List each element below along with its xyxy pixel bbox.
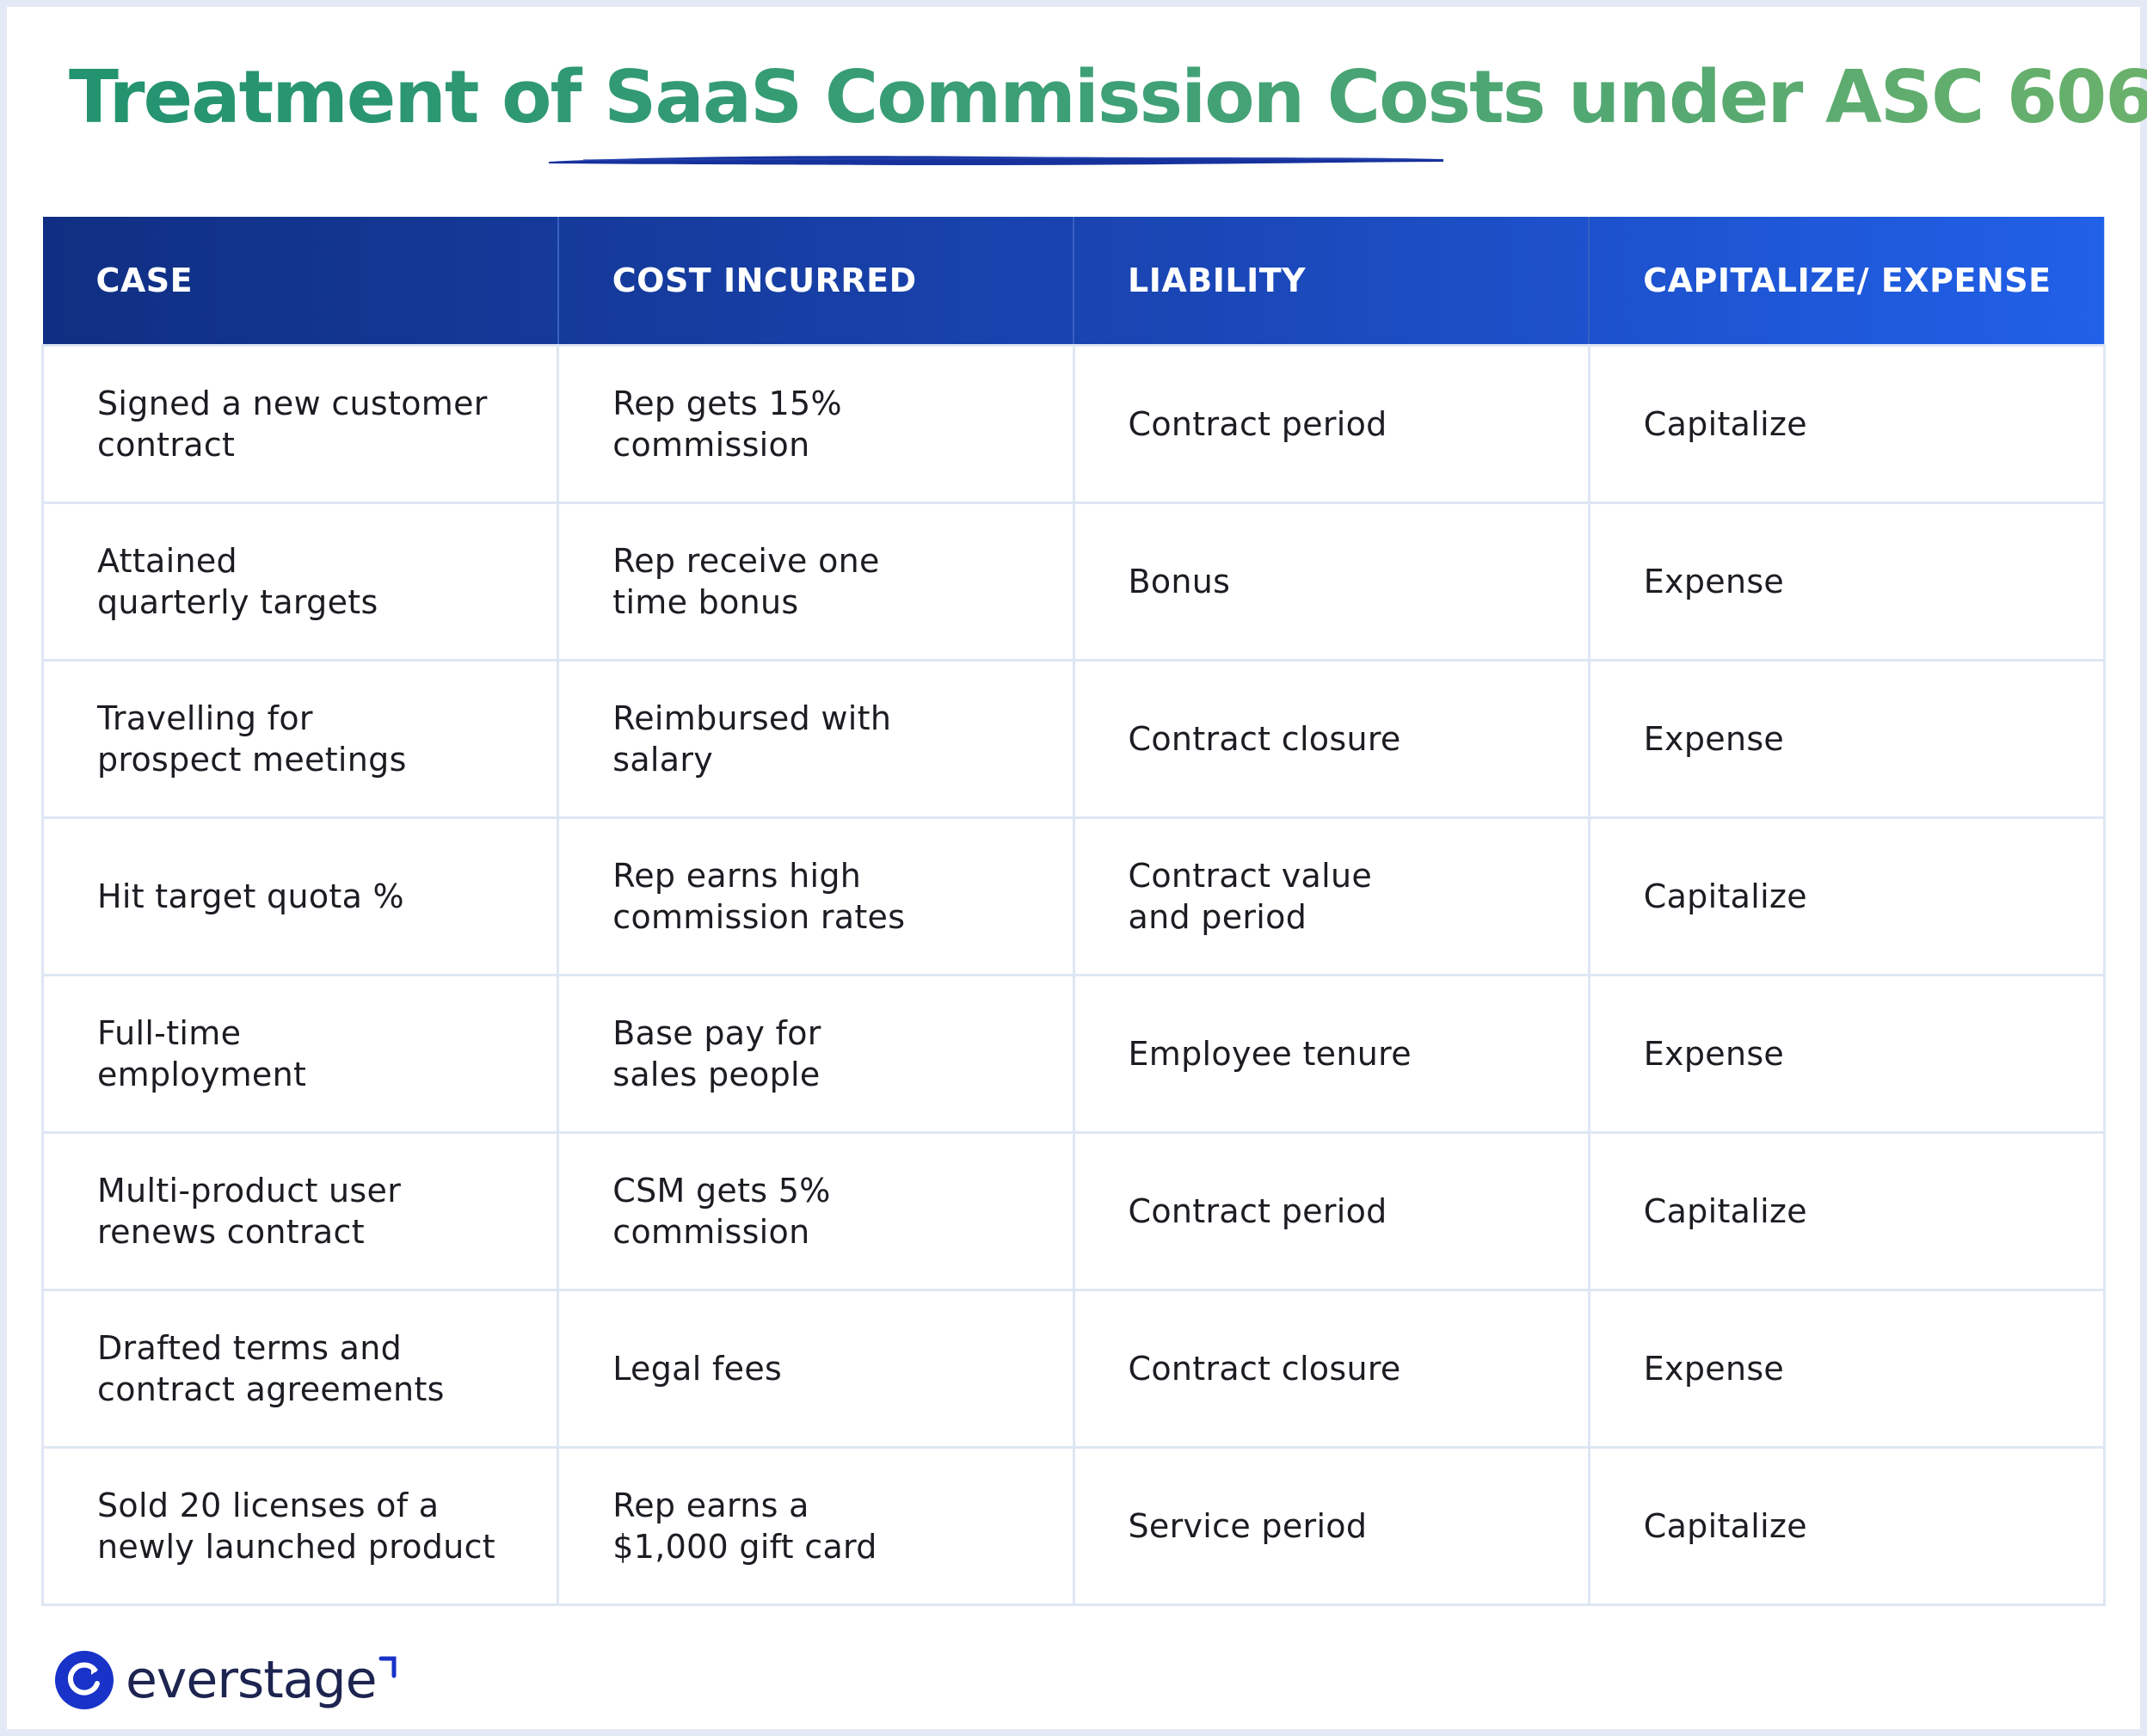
brand-name: everstage (126, 1650, 378, 1710)
commission-table-wrapper: CASE COST INCURRED LIABILITY CAPITALIZE/… (40, 217, 2107, 1606)
cost-incurred-cell: CSM gets 5% commission (557, 1131, 1075, 1291)
cost-incurred-cell: Reimbursed with salary (557, 659, 1075, 819)
liability-cell: Employee tenure (1072, 974, 1590, 1134)
treatment-cell: Expense (1587, 659, 2107, 819)
cost-incurred-cell: Rep gets 15% commission (557, 344, 1075, 504)
liability-cell: Contract period (1072, 344, 1590, 504)
liability-cell: Contract closure (1072, 1289, 1590, 1449)
cost-incurred-text: Rep earns a $1,000 gift card (612, 1487, 877, 1566)
table-row: Full-time employment Base pay for sales … (40, 974, 2107, 1134)
cost-incurred-cell: Rep receive one time bonus (557, 502, 1075, 662)
table-row: Travelling for prospect meetings Reimbur… (40, 659, 2107, 819)
case-cell: Travelling for prospect meetings (40, 659, 560, 819)
case-cell: Signed a new customer contract (40, 344, 560, 504)
case-text: Multi-product user renews contract (97, 1172, 402, 1251)
liability-text: Employee tenure (1128, 1035, 1412, 1073)
liability-text: Contract period (1128, 1192, 1387, 1230)
liability-text: Contract period (1128, 405, 1387, 443)
treatment-text: Capitalize (1643, 877, 1807, 915)
case-text: Hit target quota % (97, 877, 404, 915)
treatment-cell: Capitalize (1587, 816, 2107, 976)
cost-incurred-cell: Rep earns high commission rates (557, 816, 1075, 976)
page-title: Treatment of SaaS Commission Costs under… (69, 54, 2147, 142)
cost-incurred-cell: Rep earns a $1,000 gift card (557, 1446, 1075, 1606)
cost-incurred-text: Legal fees (612, 1350, 783, 1388)
table-row: Drafted terms and contract agreements Le… (40, 1289, 2107, 1449)
column-header-capitalize-expense: CAPITALIZE/ EXPENSE (1643, 262, 2052, 299)
case-cell: Multi-product user renews contract (40, 1131, 560, 1291)
title-brush-underline (549, 156, 1443, 165)
infographic-page: Treatment of SaaS Commission Costs under… (7, 7, 2147, 1729)
cost-incurred-text: CSM gets 5% commission (612, 1172, 831, 1251)
treatment-cell: Expense (1587, 974, 2107, 1134)
cost-incurred-cell: Legal fees (557, 1289, 1075, 1449)
treatment-cell: Capitalize (1587, 344, 2107, 504)
liability-text: Contract value and period (1128, 857, 1373, 936)
treatment-text: Expense (1643, 1350, 1785, 1388)
case-text: Drafted terms and contract agreements (97, 1329, 445, 1408)
treatment-cell: Capitalize (1587, 1446, 2107, 1606)
case-cell: Drafted terms and contract agreements (40, 1289, 560, 1449)
column-header-cost-incurred: COST INCURRED (557, 217, 1075, 346)
commission-treatment-table: CASE COST INCURRED LIABILITY CAPITALIZE/… (40, 217, 2107, 1606)
treatment-cell: Capitalize (1587, 1131, 2107, 1291)
liability-text: Contract closure (1128, 720, 1401, 758)
liability-cell: Contract period (1072, 1131, 1590, 1291)
treatment-cell: Expense (1587, 502, 2107, 662)
cost-incurred-text: Reimbursed with salary (612, 699, 892, 779)
case-cell: Hit target quota % (40, 816, 560, 976)
treatment-text: Capitalize (1643, 1507, 1807, 1545)
cost-incurred-cell: Base pay for sales people (557, 974, 1075, 1134)
liability-cell: Service period (1072, 1446, 1590, 1606)
case-cell: Sold 20 licenses of a newly launched pro… (40, 1446, 560, 1606)
case-cell: Full-time employment (40, 974, 560, 1134)
column-header-liability: LIABILITY (1074, 217, 1590, 346)
treatment-text: Expense (1643, 1035, 1785, 1073)
cost-incurred-text: Rep earns high commission rates (612, 857, 906, 936)
brand-tick-mark-icon (378, 1656, 397, 1678)
case-cell: Attained quarterly targets (40, 502, 560, 662)
case-text: Attained quarterly targets (97, 542, 378, 621)
liability-cell: Contract value and period (1072, 816, 1590, 976)
case-text: Sold 20 licenses of a newly launched pro… (97, 1487, 495, 1566)
table-header-row: CASE COST INCURRED LIABILITY CAPITALIZE/… (42, 217, 2105, 346)
table-row: Sold 20 licenses of a newly launched pro… (40, 1446, 2107, 1606)
column-header-case: CASE (42, 217, 559, 346)
treatment-text: Expense (1643, 720, 1785, 758)
treatment-text: Capitalize (1643, 405, 1807, 443)
case-text: Travelling for prospect meetings (97, 699, 407, 779)
case-text: Signed a new customer contract (97, 385, 488, 464)
everstage-logo-icon (55, 1651, 114, 1709)
table-row: Signed a new customer contract Rep gets … (40, 344, 2107, 504)
table-row: Hit target quota % Rep earns high commis… (40, 816, 2107, 976)
table-row: Multi-product user renews contract CSM g… (40, 1131, 2107, 1291)
treatment-cell: Expense (1587, 1289, 2107, 1449)
liability-cell: Contract closure (1072, 659, 1590, 819)
liability-cell: Bonus (1072, 502, 1590, 662)
case-text: Full-time employment (97, 1014, 307, 1093)
cost-incurred-text: Base pay for sales people (612, 1014, 821, 1093)
liability-text: Bonus (1128, 563, 1231, 600)
treatment-text: Expense (1643, 563, 1785, 600)
liability-text: Service period (1128, 1507, 1368, 1545)
treatment-text: Capitalize (1643, 1192, 1807, 1230)
liability-text: Contract closure (1128, 1350, 1401, 1388)
cost-incurred-text: Rep receive one time bonus (612, 542, 880, 621)
cost-incurred-text: Rep gets 15% commission (612, 385, 842, 464)
brand-logo: everstage (53, 1646, 397, 1714)
table-row: Attained quarterly targets Rep receive o… (40, 502, 2107, 662)
